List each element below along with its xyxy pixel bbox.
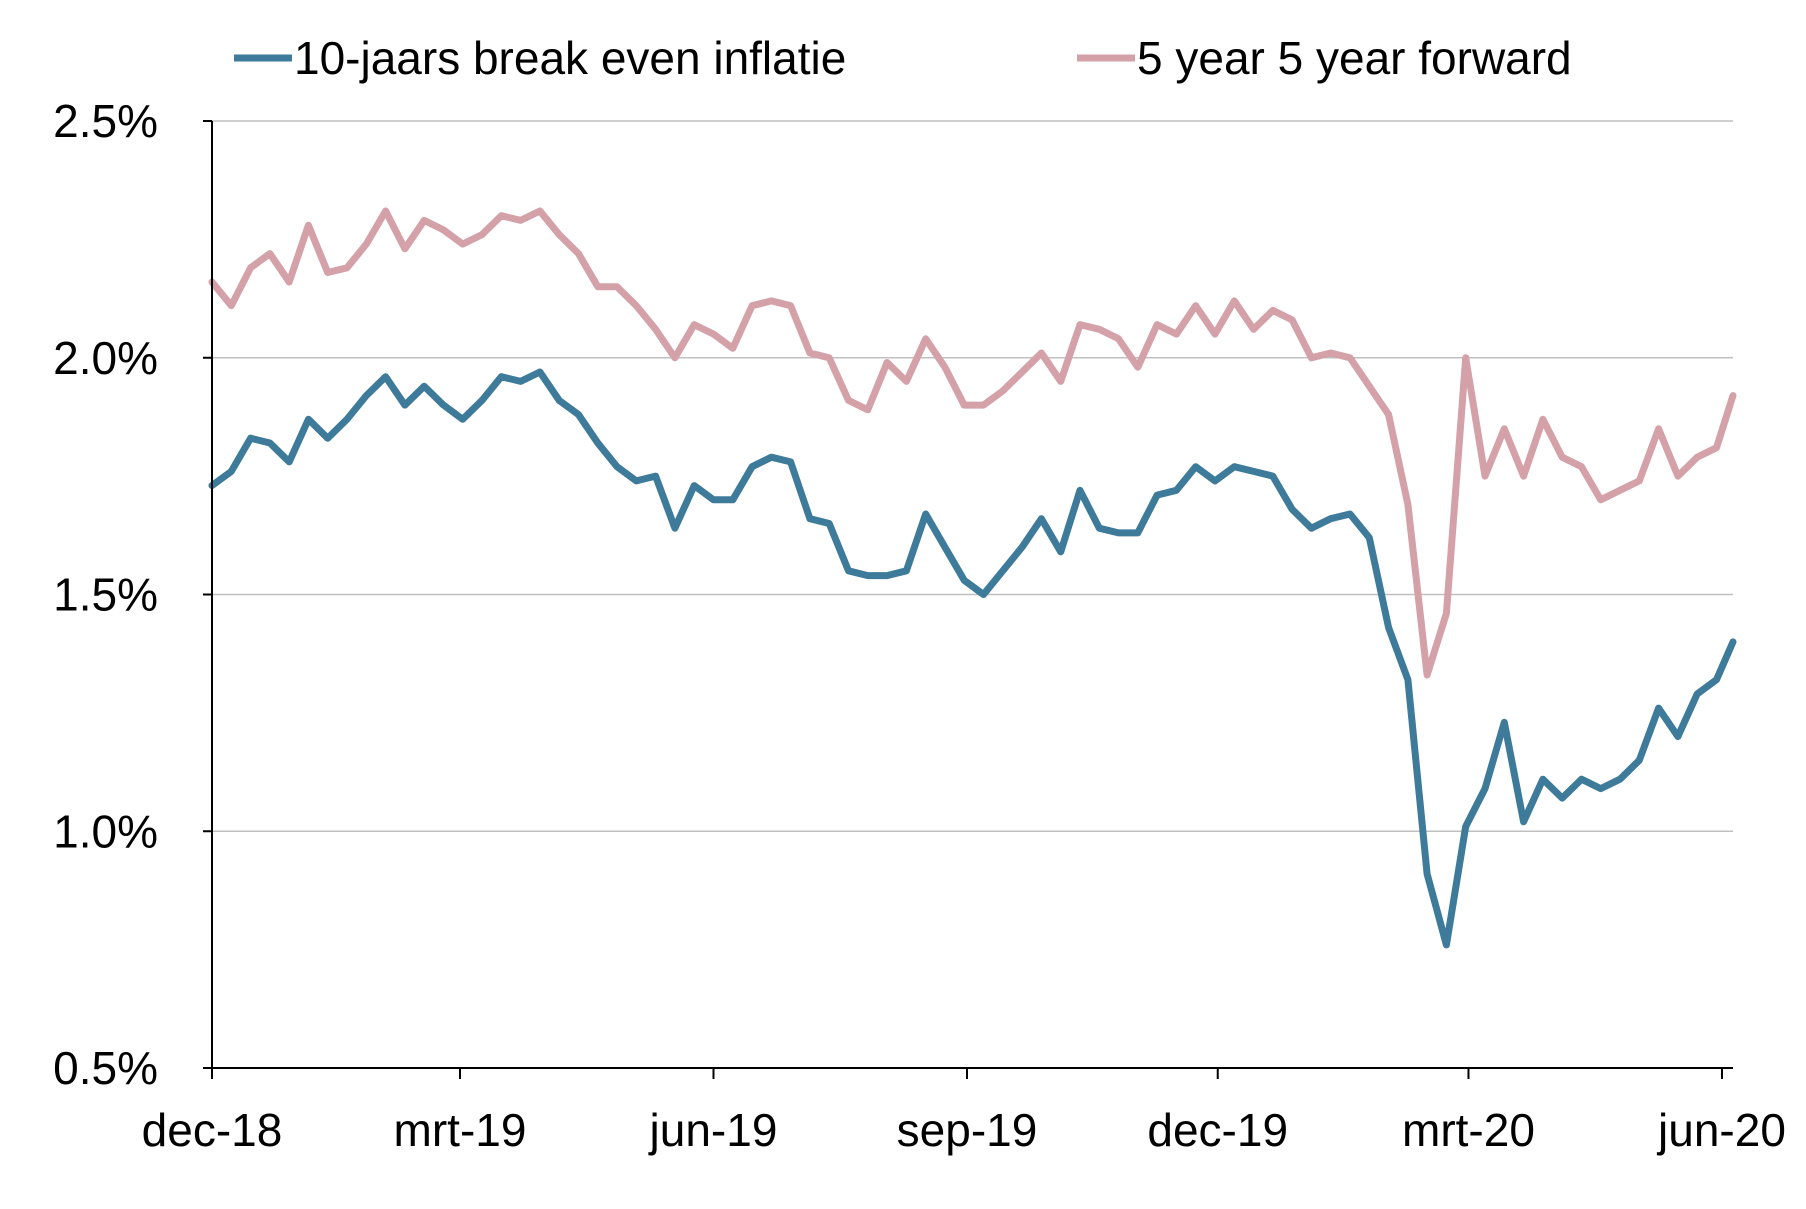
x-tick-label: dec-18 <box>142 1104 283 1156</box>
legend-entry-5y5y-forward: 5 year 5 year forward <box>1077 32 1572 84</box>
y-tick-label: 2.5% <box>53 95 158 147</box>
x-tick-label: mrt-19 <box>394 1104 527 1156</box>
legend-label-break-even: 10-jaars break even inflatie <box>294 32 846 84</box>
x-axis: dec-18 mrt-19 jun-19 sep-19 dec-19 mrt-20 jun-… <box>142 1067 1786 1156</box>
x-tick-label: sep-19 <box>897 1104 1038 1156</box>
y-tick-label: 0.5% <box>53 1042 158 1094</box>
y-axis-tick-labels: 0.5% 1.0% 1.5% 2.0% 2.5% <box>53 95 158 1094</box>
legend-label-5y5y-forward: 5 year 5 year forward <box>1137 32 1572 84</box>
x-tick-label: mrt-20 <box>1402 1104 1535 1156</box>
x-tick-label: jun-19 <box>648 1104 778 1156</box>
x-tick-label: dec-19 <box>1147 1104 1288 1156</box>
series-line-5-year-5-year-forward <box>208 207 1737 679</box>
y-tick-label: 1.0% <box>53 805 158 857</box>
y-tick-label: 1.5% <box>53 569 158 621</box>
series-lines <box>208 207 1737 949</box>
y-tick-label: 2.0% <box>53 332 158 384</box>
legend: 10-jaars break even inflatie 5 year 5 ye… <box>234 32 1572 84</box>
x-tick-label: jun-20 <box>1656 1104 1786 1156</box>
series-line-10-jaars-break-even-inflatie <box>208 368 1737 949</box>
legend-entry-break-even: 10-jaars break even inflatie <box>234 32 846 84</box>
gridlines <box>203 120 1733 1069</box>
